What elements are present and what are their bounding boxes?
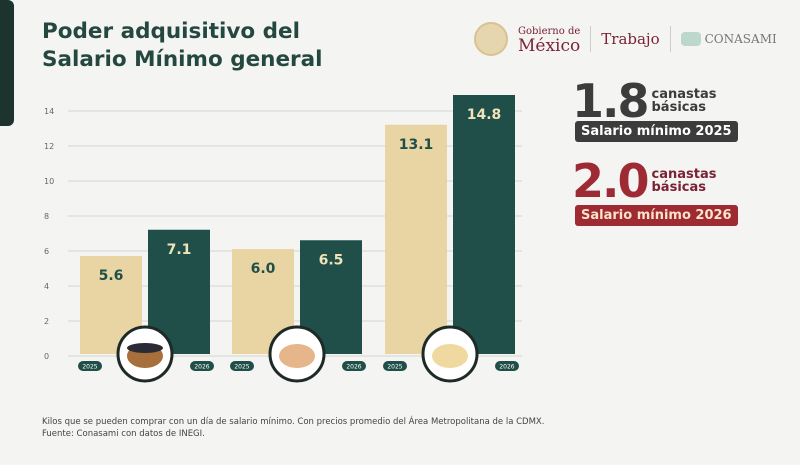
gob-top: Gobierno de (518, 26, 581, 37)
footnote: Kilos que se pueden comprar con un día d… (42, 416, 544, 440)
stat-value: 1.8 (572, 74, 649, 128)
stat-value: 2.0 (572, 154, 649, 208)
stat-label-2026: Salario mínimo 2026 (575, 205, 738, 226)
bar-value-label: 6.0 (251, 261, 276, 277)
conasami-text: CONASAMI (704, 32, 777, 46)
stat-unit: básicas (651, 100, 707, 115)
stat-2026: 2.0 canastas básicas (572, 158, 716, 204)
bar-value-label: 6.5 (319, 252, 344, 268)
stat-2025: 1.8 canastas básicas (572, 78, 716, 124)
beans (127, 343, 163, 353)
bar-value-label: 14.8 (467, 107, 502, 123)
divider (669, 26, 671, 52)
year-pill (190, 361, 214, 371)
y-tick-label: 0 (44, 352, 49, 361)
bar-value-label: 13.1 (399, 137, 434, 153)
bar (385, 124, 447, 354)
bar-value-label: 7.1 (167, 242, 192, 258)
y-tick-label: 6 (44, 247, 49, 256)
divider (590, 26, 592, 52)
title-line-2: Salario Mínimo general (42, 47, 323, 72)
year-pill-label: 2026 (346, 364, 361, 371)
tortillas-icon (432, 344, 468, 368)
year-pill (230, 361, 254, 371)
y-tick-label: 4 (44, 282, 49, 291)
year-pill-label: 2026 (194, 364, 209, 371)
stat-unit: básicas (651, 180, 707, 195)
page-title: Poder adquisitivo del Salario Mínimo gen… (42, 18, 323, 74)
gobierno-logo: Gobierno de México (518, 25, 581, 56)
mexico-seal-icon (474, 22, 508, 56)
accent-bar (0, 0, 14, 126)
year-pill (342, 361, 366, 371)
conasami-logo: CONASAMI (680, 32, 777, 46)
y-tick-label: 12 (44, 142, 54, 151)
conasami-icon (680, 32, 701, 46)
year-pill-label: 2025 (234, 364, 249, 371)
year-pill (383, 361, 407, 371)
y-tick-label: 8 (44, 212, 49, 221)
stat-unit: canastas (651, 167, 717, 182)
bar-value-label: 5.6 (99, 268, 124, 284)
stat-unit: canastas (651, 87, 717, 102)
footnote-line-2: Fuente: Conasami con datos de INEGI. (42, 429, 205, 439)
y-tick-label: 10 (44, 177, 54, 186)
year-pill (78, 361, 102, 371)
bar (453, 95, 515, 354)
y-tick-label: 2 (44, 317, 49, 326)
footnote-line-1: Kilos que se pueden comprar con un día d… (42, 417, 545, 427)
title-line-1: Poder adquisitivo del (42, 19, 300, 44)
stat-label-2025: Salario mínimo 2025 (575, 121, 738, 142)
year-pill-label: 2025 (387, 364, 402, 371)
year-pill-label: 2025 (82, 364, 97, 371)
gob-bottom: México (518, 36, 581, 56)
year-pill-label: 2026 (499, 364, 514, 371)
logos: Gobierno de México Trabajo CONASAMI (474, 22, 777, 56)
y-tick-label: 14 (44, 107, 54, 116)
year-pill (495, 361, 519, 371)
eggs-bowl-icon (279, 344, 315, 368)
trabajo-logo: Trabajo (601, 30, 660, 48)
